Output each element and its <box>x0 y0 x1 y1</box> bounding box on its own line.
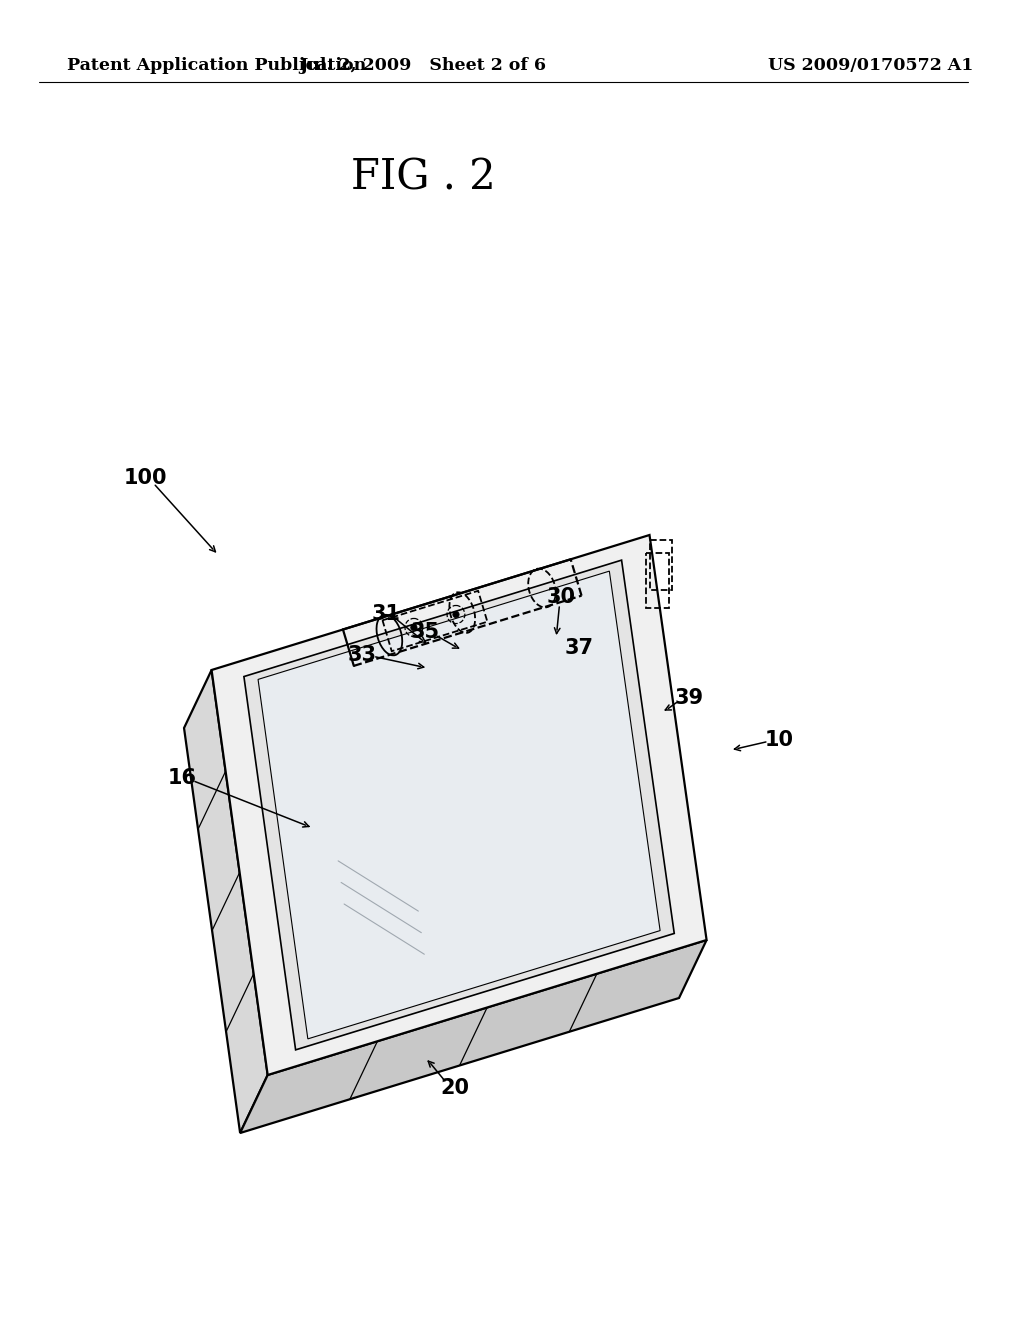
Circle shape <box>453 611 459 618</box>
Text: Jul. 2, 2009   Sheet 2 of 6: Jul. 2, 2009 Sheet 2 of 6 <box>300 57 547 74</box>
Text: 16: 16 <box>168 768 197 788</box>
Text: Patent Application Publication: Patent Application Publication <box>67 57 367 74</box>
Text: 37: 37 <box>564 638 593 657</box>
Polygon shape <box>240 940 707 1133</box>
Text: 10: 10 <box>765 730 794 750</box>
Polygon shape <box>258 572 660 1039</box>
Text: 100: 100 <box>124 469 167 488</box>
Polygon shape <box>244 560 674 1049</box>
Text: 30: 30 <box>547 587 575 607</box>
Text: US 2009/0170572 A1: US 2009/0170572 A1 <box>768 57 973 74</box>
Polygon shape <box>184 671 267 1133</box>
Text: 20: 20 <box>440 1078 469 1098</box>
Text: 39: 39 <box>675 688 703 708</box>
Text: 31: 31 <box>372 605 400 624</box>
Text: 35: 35 <box>411 622 439 642</box>
Circle shape <box>411 624 417 631</box>
Polygon shape <box>212 535 707 1074</box>
Text: 33: 33 <box>348 645 377 665</box>
Text: FIG . 2: FIG . 2 <box>351 157 496 199</box>
